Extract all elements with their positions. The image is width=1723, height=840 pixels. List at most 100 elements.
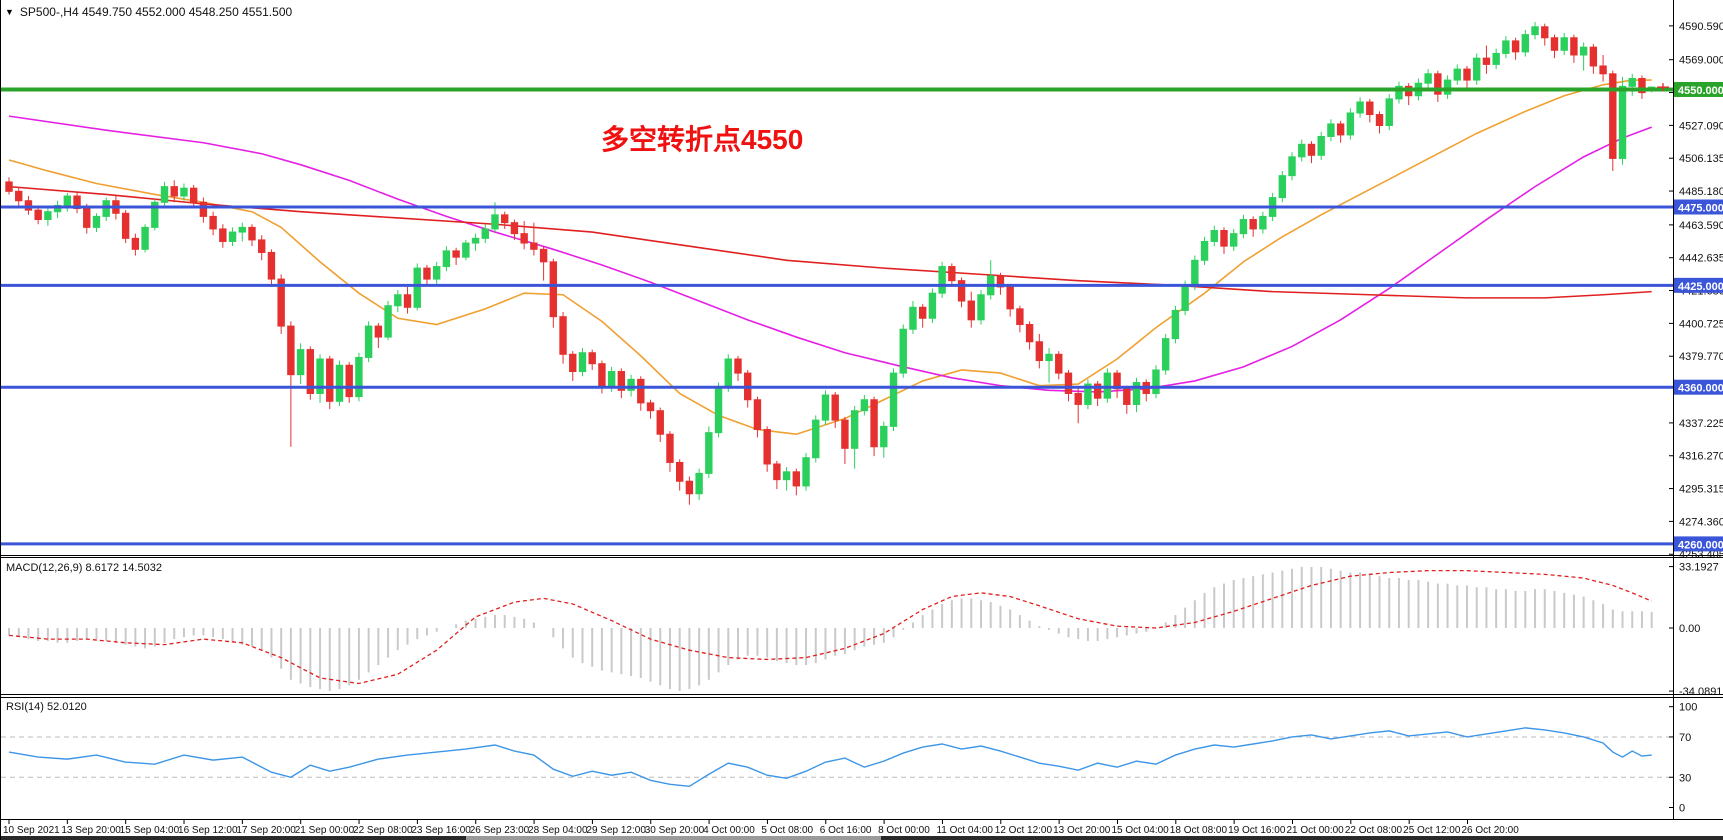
time-label: 6 Oct 16:00	[820, 825, 872, 836]
candle-bear	[948, 266, 956, 282]
candle-bear	[5, 181, 13, 192]
candle-bear	[957, 280, 966, 302]
price-badge	[1674, 536, 1723, 552]
axis-label: 4295.315	[1679, 484, 1723, 496]
axis-label: 0.00	[1679, 623, 1700, 635]
candle-bear	[530, 242, 538, 250]
candle-bear	[1113, 372, 1121, 390]
candle-bull	[44, 211, 52, 221]
candle-bear	[549, 261, 558, 318]
time-label: 22 Oct 08:00	[1345, 825, 1403, 836]
candle-bear	[617, 371, 626, 391]
candle-bear	[773, 463, 781, 481]
time-label: 5 Oct 08:00	[761, 825, 813, 836]
candle-bull	[1278, 175, 1287, 199]
candle-bear	[248, 226, 256, 241]
axis-label: 4506.135	[1679, 153, 1723, 165]
candle-bull	[578, 352, 587, 373]
candle-bear	[675, 461, 684, 482]
candle-bear	[1064, 372, 1073, 394]
candle-bear	[1093, 383, 1102, 399]
candle-bull	[899, 328, 907, 374]
candle-bull	[102, 200, 110, 217]
candle-bear	[1541, 26, 1549, 39]
candle-bull	[63, 195, 72, 206]
candle-bear	[345, 364, 353, 398]
candle-bull	[1473, 57, 1481, 81]
candle-bull	[316, 358, 324, 394]
candle-bull	[714, 386, 723, 434]
chevron-down-icon[interactable]: ▼	[5, 7, 14, 17]
horizontal-scrollbar[interactable]	[1, 836, 1723, 840]
candle-bull	[782, 471, 791, 481]
price-badge	[1674, 81, 1723, 97]
candle-bull	[1453, 68, 1461, 81]
candle-bull	[413, 267, 421, 308]
candle-bull	[160, 186, 169, 203]
ma-mid-magenta	[8, 115, 1652, 393]
candle-bull	[442, 250, 451, 268]
candle-bull	[481, 228, 489, 239]
candle-bull	[432, 266, 441, 280]
candle-bull	[462, 242, 470, 258]
candle-bear	[1463, 68, 1471, 81]
candle-bull	[1200, 240, 1209, 261]
candle-bull	[695, 472, 703, 495]
axis-label: 4485.180	[1679, 186, 1723, 198]
candle-bear	[1511, 40, 1520, 53]
candle-bear	[1366, 101, 1374, 116]
axis-label: 4569.000	[1679, 55, 1723, 67]
candle-bear	[685, 480, 694, 495]
candle-bear	[277, 278, 285, 327]
ma-fast-orange	[8, 79, 1652, 436]
candle-bull	[1385, 98, 1393, 127]
candle-bull	[880, 425, 888, 448]
candle-bear	[24, 200, 33, 211]
candle-bull	[1210, 230, 1218, 242]
candle-bear	[831, 394, 839, 421]
candle-bull	[821, 394, 830, 421]
candle-bear	[501, 214, 509, 224]
time-label: 21 Sep 00:00	[295, 825, 355, 836]
candle-bull	[607, 371, 616, 388]
candle-bear	[326, 358, 334, 402]
time-label: 15 Sep 04:00	[120, 825, 180, 836]
candle-bear	[1570, 37, 1578, 56]
price-badge-label: 4360.000	[1678, 383, 1723, 395]
candle-bull	[1346, 112, 1355, 136]
candle-bull	[724, 358, 732, 388]
price-badge-label: 4260.000	[1678, 539, 1723, 551]
candle-bear	[73, 195, 81, 210]
candle-bull	[977, 294, 985, 321]
candle-bear	[1375, 114, 1384, 127]
candle-bull	[1317, 135, 1325, 156]
candle-bear	[588, 352, 596, 365]
axis-label: 70	[1679, 732, 1691, 744]
candle-bear	[1482, 57, 1491, 65]
time-label: 28 Sep 04:00	[528, 825, 588, 836]
candle-bear	[569, 353, 577, 373]
time-label: 26 Sep 23:00	[470, 825, 530, 836]
candle-bear	[996, 275, 1005, 288]
candle-bull	[1560, 37, 1568, 51]
time-label: 26 Oct 20:00	[1462, 825, 1520, 836]
last-price-marker	[1657, 83, 1669, 92]
price-badge-label: 4475.000	[1678, 203, 1723, 215]
candle-bear	[598, 363, 606, 388]
candle-bear	[1025, 324, 1034, 343]
candle-bear	[258, 239, 266, 253]
candle-bear	[403, 294, 412, 308]
candle-bear	[753, 399, 762, 431]
candle-bull	[1239, 219, 1248, 235]
candle-bull	[1424, 73, 1432, 84]
candle-bear	[1599, 65, 1607, 75]
candle-bear	[510, 222, 519, 235]
candle-bull	[850, 410, 859, 449]
scrollbar-thumb[interactable]	[466, 836, 881, 840]
panel-frame	[1, 0, 1723, 820]
candle-bull	[1259, 215, 1267, 230]
candle-bull	[1298, 143, 1306, 158]
candle-bear	[209, 215, 217, 230]
candle-bull	[238, 226, 246, 233]
